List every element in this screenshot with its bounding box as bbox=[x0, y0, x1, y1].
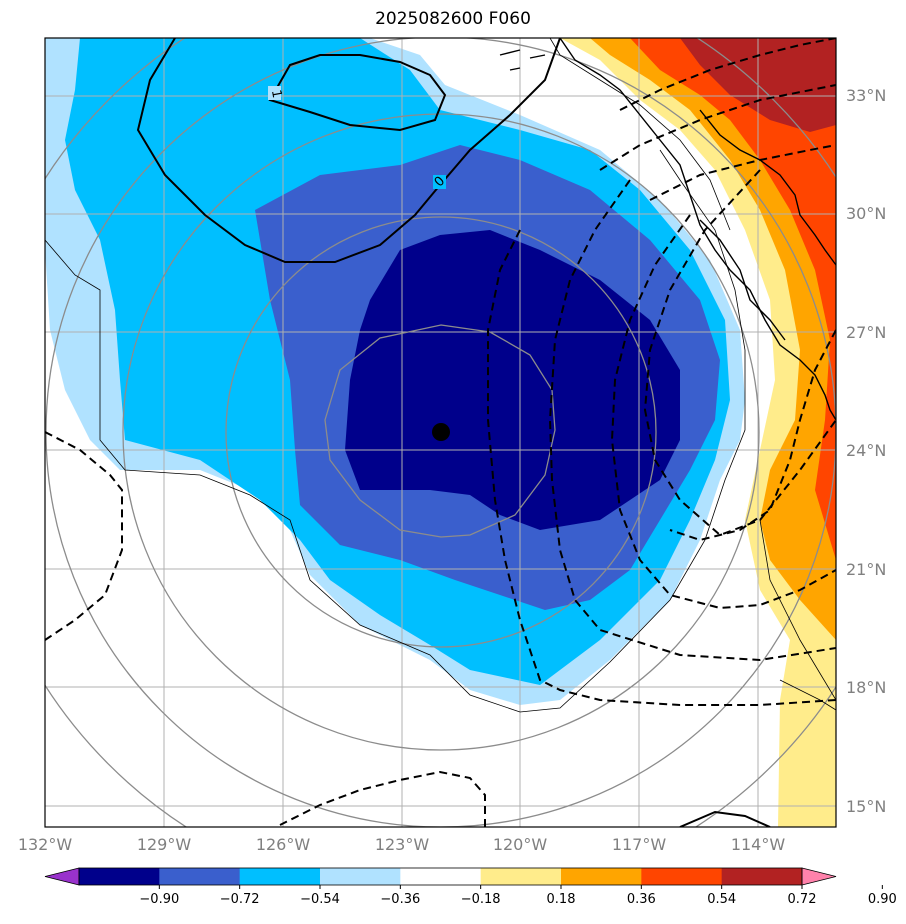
lat-tick-21n: 21°N bbox=[846, 560, 886, 579]
map-frame bbox=[44, 37, 837, 828]
map-area: 1 0 bbox=[45, 38, 836, 827]
colorbar-extend-high bbox=[801, 867, 837, 886]
ring-3 bbox=[122, 113, 760, 751]
colorbar-segment bbox=[239, 868, 321, 885]
colorbar-tick-label: −0.18 bbox=[461, 892, 501, 907]
lon-tick-114w: 114°W bbox=[731, 835, 786, 854]
colorbar-tick-label: 0.90 bbox=[868, 892, 897, 907]
storm-center-marker bbox=[432, 423, 450, 441]
ring-2 bbox=[225, 216, 657, 648]
lat-tick-18n: 18°N bbox=[846, 678, 886, 697]
lat-tick-30n: 30°N bbox=[846, 204, 886, 223]
colorbar-tick-label: −0.54 bbox=[300, 892, 340, 907]
contour-label-1-bg bbox=[268, 86, 281, 100]
colorbar-tick-label: −0.72 bbox=[220, 892, 260, 907]
colorbar-segment bbox=[561, 868, 642, 885]
lat-tick-33n: 33°N bbox=[846, 86, 886, 105]
colorbar-tick-label: −0.36 bbox=[380, 892, 420, 907]
colorbar-segment bbox=[320, 868, 401, 885]
contour-labels: 1 0 bbox=[268, 86, 448, 190]
colorbar-segment bbox=[641, 868, 723, 885]
colorbar-tick-label: 0.72 bbox=[788, 892, 817, 907]
coastline bbox=[499, 38, 836, 421]
lat-tick-labels: 33°N 30°N 27°N 24°N 21°N 18°N 15°N bbox=[846, 86, 886, 816]
fill-navy bbox=[345, 230, 680, 530]
boundary-lines bbox=[45, 38, 836, 713]
lat-tick-27n: 27°N bbox=[846, 323, 886, 342]
contour-label-1: 1 bbox=[268, 89, 284, 100]
colorbar-segment bbox=[400, 868, 482, 885]
contour-1 bbox=[268, 54, 447, 132]
lat-tick-24n: 24°N bbox=[846, 441, 886, 460]
lon-tick-120w: 120°W bbox=[493, 835, 548, 854]
fill-red-orange bbox=[630, 38, 836, 560]
ring-inner bbox=[324, 324, 556, 538]
fill-orange bbox=[590, 38, 836, 640]
colorbar-segment bbox=[159, 868, 241, 885]
lon-tick-117w: 117°W bbox=[612, 835, 667, 854]
fill-light-yellow bbox=[560, 38, 836, 827]
colorbar-segment bbox=[79, 868, 160, 885]
lon-tick-129w: 129°W bbox=[137, 835, 192, 854]
contour-label-0-bg bbox=[433, 175, 446, 189]
contour-southeast bbox=[679, 810, 771, 827]
colorbar-segment bbox=[721, 868, 803, 885]
dashed-contours bbox=[45, 38, 836, 827]
lon-tick-labels: 132°W 129°W 126°W 123°W 120°W 117°W 114°… bbox=[18, 835, 786, 854]
colorbar-tick-label: 0.54 bbox=[707, 892, 736, 907]
lon-tick-126w: 126°W bbox=[256, 835, 311, 854]
graticule bbox=[45, 38, 836, 827]
plot-title: 2025082600 F060 bbox=[375, 9, 531, 29]
lon-tick-123w: 123°W bbox=[375, 835, 430, 854]
lat-tick-15n: 15°N bbox=[846, 797, 886, 816]
contour-0 bbox=[136, 38, 561, 263]
colorbar-extend-low bbox=[44, 867, 80, 886]
colorbar-tick-label: −0.90 bbox=[139, 892, 179, 907]
solid-contours bbox=[136, 38, 771, 827]
colorbar-outline bbox=[78, 867, 803, 886]
lon-tick-132w: 132°W bbox=[18, 835, 73, 854]
colorbar-tick-label: 0.36 bbox=[627, 892, 656, 907]
colorbar-segment bbox=[480, 868, 562, 885]
colorbar-tick-label: 0.18 bbox=[547, 892, 576, 907]
colorbar: −0.90 −0.72 −0.54 −0.36 −0.18 0.18 0.36 0.54 0.7… bbox=[44, 867, 897, 907]
